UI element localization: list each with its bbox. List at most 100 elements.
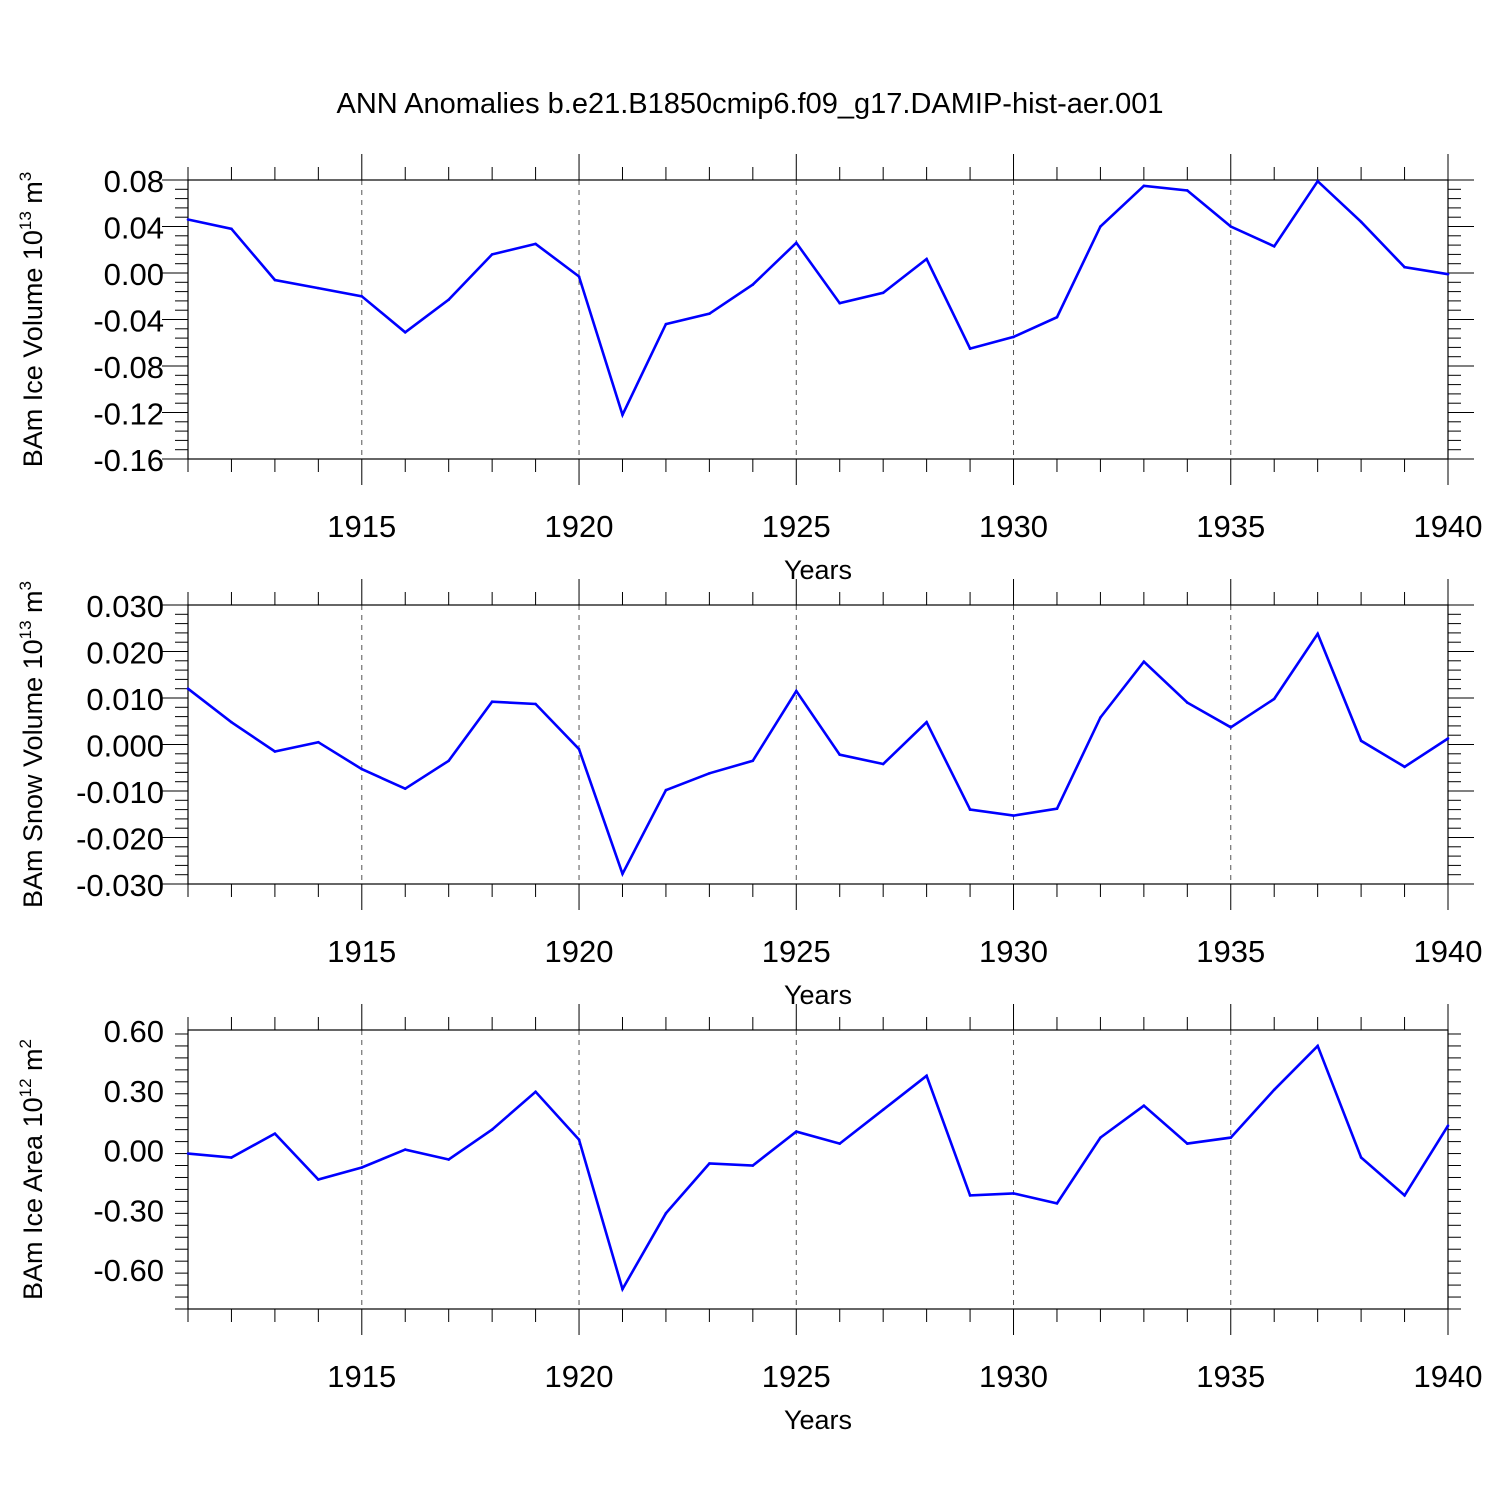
y-axis-label: BAm Ice Volume 1013 m3 [16,172,48,468]
data-point [1359,220,1363,224]
y-axis-label-unit: m [18,1048,48,1078]
data-point [186,687,190,690]
y-tick-label: 0.00 [104,257,164,292]
data-point [490,1128,494,1131]
data-point [838,1142,842,1145]
data-point [230,1156,233,1159]
data-point [186,1152,190,1155]
x-tick-label: 1920 [545,934,614,969]
data-point [403,787,407,790]
data-point [273,1132,277,1135]
data-point [447,759,450,763]
y-axis-label-main: BAm Snow Volume 10 [18,639,48,908]
y-tick-label: 0.020 [86,636,164,671]
y-axis-label-exponent: 13 [16,211,35,230]
data-point [403,1148,407,1151]
data-point [1403,1194,1406,1197]
data-point [925,1074,928,1078]
series-line [187,1043,1450,1293]
data-point [708,1162,711,1165]
x-tick-label: 1940 [1414,1359,1483,1394]
y-tick-label: -0.12 [93,397,164,432]
y-axis-label-unit: m [18,181,48,211]
data-point [447,298,450,302]
data-point [360,1166,364,1169]
data-point [1403,265,1406,269]
x-axis-label: Years [784,1405,852,1435]
data-point [534,1090,537,1094]
data-point [1055,807,1059,810]
data-point [664,788,668,792]
x-tick-label: 1940 [1414,509,1483,544]
data-point [1012,814,1015,817]
chart-title: ANN Anomalies b.e21.B1850cmip6.f09_g17.D… [336,88,1164,120]
x-tick-label: 1935 [1196,934,1265,969]
data-point [1272,244,1276,248]
y-tick-label: -0.30 [93,1193,164,1228]
data-point [1446,737,1450,740]
x-tick-label: 1930 [979,1359,1048,1394]
data-point [273,278,277,282]
data-point [621,1287,624,1291]
x-tick-label: 1935 [1196,1359,1265,1394]
data-point [1446,272,1450,276]
data-point [1099,1136,1102,1139]
plot-frame [187,604,1449,885]
y-tick-label: -0.60 [93,1253,164,1288]
data-point [317,286,320,290]
y-axis-label-unit: m [18,590,48,620]
data-point [490,253,494,256]
data-point [838,753,842,757]
x-tick-label: 1940 [1414,934,1483,969]
data-point [621,872,624,876]
data-point [230,720,233,724]
x-axis-label: Years [784,980,852,1010]
data-point [1012,1192,1015,1195]
data-point [1359,739,1363,743]
data-point [794,241,798,245]
series-line [187,179,1449,419]
y-tick-label: 0.030 [86,589,164,624]
data-point [577,1138,581,1141]
chart-panel-2: -0.030 -0.020 -0.010 0.000 0.010 0.020 0.030 19… [16,579,1482,1010]
data-point [1229,725,1233,729]
y-axis-label-main: BAm Ice Volume 10 [18,230,48,467]
y-tick-label: 0.010 [86,682,164,717]
data-point [621,413,624,417]
x-tick-label: 1930 [979,934,1048,969]
x-tick-label: 1915 [327,509,396,544]
data-point [1272,1088,1276,1092]
data-point [1012,335,1015,339]
y-tick-label: -0.08 [93,350,164,385]
data-point [968,347,972,350]
y-tick-label: 0.000 [86,729,164,764]
data-point [794,689,798,693]
y-tick-label: 0.00 [104,1134,164,1169]
data-point [708,772,711,775]
data-point [1359,1156,1363,1159]
plot-frame [187,1029,1449,1310]
data-point [664,322,668,326]
data-point [1403,765,1406,769]
chart-panel-3: -0.60 -0.30 0.00 0.30 0.60 1915 1920 1925 1930 19… [16,1004,1482,1435]
data-point [881,1108,885,1112]
x-tick-label: 1920 [545,1359,614,1394]
data-point [577,275,581,278]
data-point [1186,1142,1189,1145]
y-axis-label-exponent: 12 [16,1078,35,1097]
data-point [1316,179,1319,183]
y-axis-label-main: BAm Ice Area 10 [18,1097,48,1300]
data-point [317,1178,320,1181]
y-axis-label: BAm Snow Volume 1013 m3 [16,581,48,908]
data-point [664,1212,668,1215]
data-point [1446,1124,1450,1127]
y-axis-label-unit-exponent: 2 [16,1039,35,1048]
data-point [925,257,928,261]
x-tick-label: 1925 [762,509,831,544]
data-point [1055,315,1059,319]
x-tick-label: 1915 [327,1359,396,1394]
data-point [1186,189,1189,192]
data-point [534,242,537,246]
y-tick-label: 0.30 [104,1074,164,1109]
